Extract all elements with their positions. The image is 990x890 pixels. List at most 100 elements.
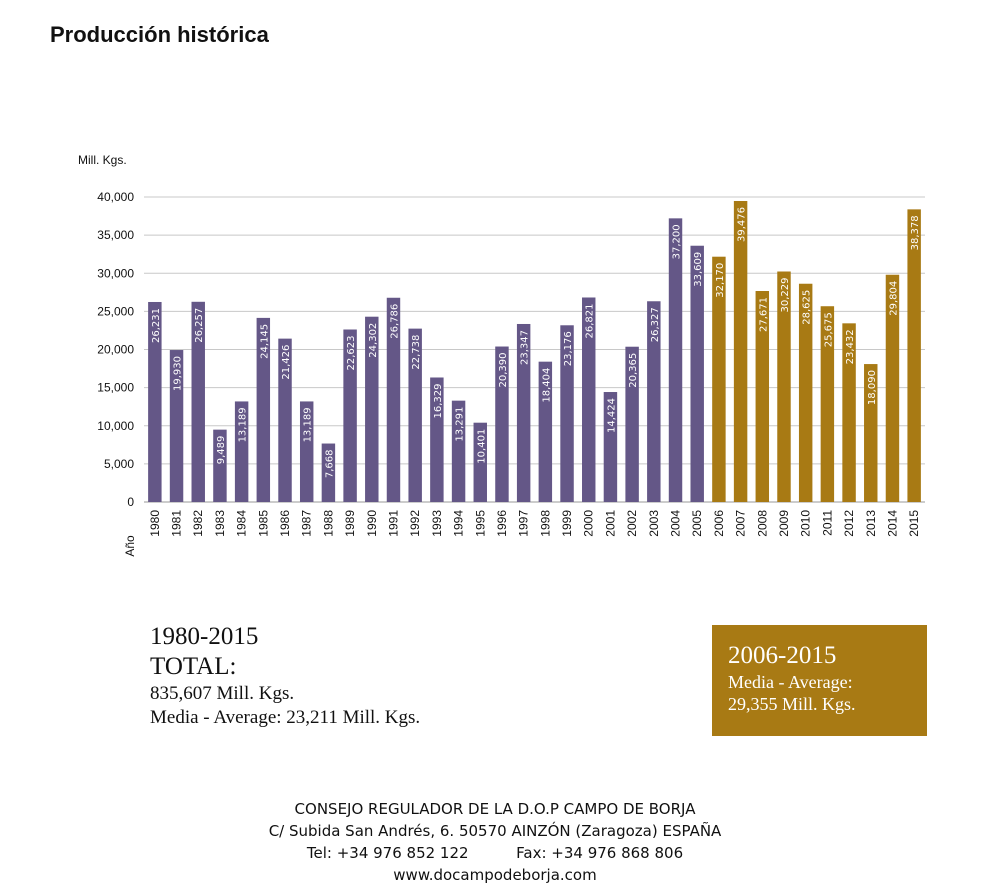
bar-2015 — [907, 209, 921, 503]
x-tick-label: 1986 — [278, 510, 292, 537]
bar-2014 — [885, 274, 900, 502]
footer-phone: Tel: +34 976 852 122 — [306, 844, 469, 862]
bar-1988 — [321, 443, 336, 502]
bar-value-labels: 26,231 19,930 26,257 9,489 13,189 24,145 21,42… — [151, 207, 921, 478]
y-tick-label: 35,000 — [97, 228, 134, 242]
recent-average-label: Media - Average: — [728, 672, 853, 692]
footer-address: C/ Subida San Andrés, 6. 50570 AINZÓN (Z… — [268, 822, 722, 840]
x-tick-label: 1989 — [343, 510, 357, 537]
recent-average-value: 29,355 Mill. Kgs. — [728, 694, 856, 714]
bar-1999 — [560, 325, 574, 502]
bar-value-label: 29,804 — [888, 281, 899, 316]
bar-value-label: 23,176 — [563, 331, 574, 366]
x-tick-label: 1999 — [560, 510, 574, 537]
bar-value-label: 18,090 — [867, 370, 878, 405]
x-tick-label: 1998 — [538, 510, 552, 537]
bar-value-label: 13,291 — [455, 407, 466, 442]
bar-1992 — [408, 328, 422, 502]
bar-value-label: 19,930 — [173, 356, 184, 391]
bar-value-label: 26,786 — [389, 304, 400, 339]
x-tick-label: 2009 — [777, 510, 791, 537]
bar-2008 — [755, 291, 770, 502]
x-tick-label: 1984 — [235, 510, 249, 537]
bar-value-label: 28,625 — [802, 290, 813, 325]
x-tick-label: 1997 — [517, 510, 531, 537]
bar-1982 — [191, 301, 205, 502]
y-tick-label: 40,000 — [97, 190, 134, 204]
bar-1995 — [473, 422, 487, 502]
bar-1987 — [299, 401, 314, 502]
recent-period: 2006-2015 — [728, 642, 837, 669]
y-tick-label: 0 — [127, 495, 134, 509]
bar-1990 — [365, 316, 379, 502]
bar-value-label: 23,432 — [845, 329, 856, 364]
bar-value-label: 22,623 — [346, 335, 357, 370]
x-tick-label: 2013 — [864, 510, 878, 537]
footer-organization: CONSEJO REGULADOR DE LA D.O.P CAMPO DE B… — [294, 800, 696, 818]
x-tick-label: 1983 — [213, 510, 227, 537]
bar-2011 — [820, 306, 835, 502]
footer-website: www.docampodeborja.com — [393, 866, 597, 884]
y-tick-label: 20,000 — [97, 343, 134, 357]
bar-value-label: 37,200 — [672, 224, 683, 259]
bar-1998 — [538, 361, 553, 502]
bar-1994 — [451, 400, 466, 502]
bar-1989 — [343, 329, 357, 502]
y-tick-label: 30,000 — [97, 266, 134, 280]
bar-1986 — [278, 338, 292, 502]
x-tick-label: 2002 — [625, 510, 639, 537]
bar-value-label: 10,401 — [476, 429, 487, 464]
total-amount: 835,607 Mill. Kgs. — [150, 683, 295, 704]
page-title: Producción histórica — [50, 22, 269, 47]
bar-value-label: 26,231 — [151, 308, 162, 343]
x-tick-label: 2004 — [669, 510, 683, 537]
bar-value-label: 23,347 — [520, 330, 531, 365]
total-period: 1980-2015 — [150, 623, 259, 650]
y-tick-label: 15,000 — [97, 381, 134, 395]
bar-value-label: 7,668 — [324, 450, 335, 479]
x-tick-label: 2003 — [647, 510, 661, 537]
x-tick-label: 2007 — [734, 510, 748, 537]
x-tick-label: 2001 — [603, 510, 617, 537]
bar-1991 — [386, 297, 401, 502]
bar-value-label: 21,426 — [281, 345, 292, 380]
bar-value-label: 13,189 — [238, 407, 249, 442]
total-summary: 1980-2015 TOTAL: 835,607 Mill. Kgs. Medi… — [150, 622, 420, 730]
footer-contact: Tel: +34 976 852 122 Fax: +34 976 868 80… — [0, 842, 990, 864]
bar-1980 — [148, 301, 162, 502]
bar-2012 — [842, 323, 856, 502]
bar-1985 — [256, 317, 271, 502]
bar-2005 — [690, 245, 704, 502]
x-tick-label: 2011 — [820, 510, 834, 536]
y-tick-label: 10,000 — [97, 419, 134, 433]
x-tick-label: 2015 — [907, 510, 921, 537]
x-tick-label: 2012 — [842, 510, 856, 537]
x-tick-label: 2008 — [755, 510, 769, 537]
bar-value-label: 33,609 — [693, 252, 704, 287]
bar-value-label: 32,170 — [715, 263, 726, 298]
y-tick-label: 5,000 — [104, 457, 134, 471]
grid-lines — [144, 196, 925, 503]
bar-value-label: 20,365 — [628, 353, 639, 388]
bar-2010 — [798, 283, 813, 502]
total-average: Media - Average: 23,211 Mill. Kgs. — [150, 707, 421, 728]
bar-value-label: 26,327 — [650, 307, 661, 342]
bar-2002 — [625, 346, 639, 502]
bar-2004 — [668, 218, 683, 502]
bar-1993 — [430, 377, 444, 502]
x-tick-label: 1995 — [473, 510, 487, 537]
x-tick-label: 1988 — [321, 510, 335, 537]
bar-1984 — [234, 401, 249, 502]
bar-2009 — [777, 271, 791, 502]
bar-value-label: 39,476 — [737, 207, 748, 242]
bar-1981 — [169, 350, 184, 502]
x-tick-label: 1981 — [170, 510, 184, 537]
bar-value-label: 38,378 — [910, 215, 921, 250]
x-tick-label: 1991 — [386, 510, 400, 537]
x-tick-label: 2005 — [690, 510, 704, 537]
bars — [148, 200, 921, 503]
x-tick-label: 1982 — [191, 510, 205, 537]
footer-fax: Fax: +34 976 868 806 — [516, 844, 684, 862]
bar-value-label: 30,229 — [780, 278, 791, 313]
x-axis-ticks: 1980 1981 1982 1983 1984 1985 1986 1987 1988 1989… — [148, 510, 921, 537]
